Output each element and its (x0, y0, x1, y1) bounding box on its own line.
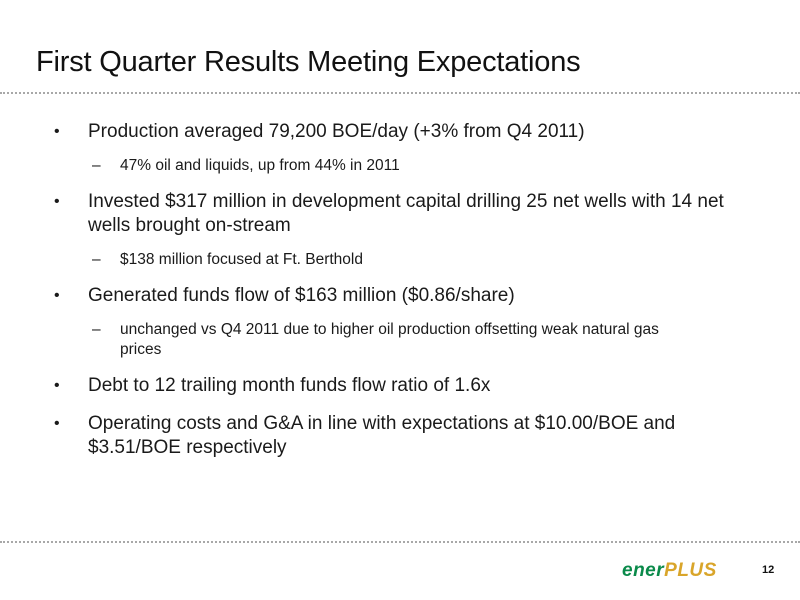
title-divider (0, 92, 800, 94)
page-number: 12 (762, 564, 775, 576)
bullet-marker: • (54, 193, 60, 210)
bullet-text: Invested $317 million in development cap… (88, 191, 724, 236)
bullet-marker: • (54, 377, 60, 394)
sub-bullet-marker: – (92, 251, 101, 268)
sub-bullet-item: – unchanged vs Q4 2011 due to higher oil… (92, 320, 732, 360)
sub-bullet-item: – $138 million focused at Ft. Berthold (92, 250, 732, 270)
sub-bullet-text: $138 million focused at Ft. Berthold (120, 251, 363, 268)
bullet-text: Debt to 12 trailing month funds flow rat… (88, 375, 491, 396)
sub-bullet-item: – 47% oil and liquids, up from 44% in 20… (92, 156, 732, 176)
bullet-marker: • (54, 415, 60, 432)
logo-text-plus: PLUS (664, 560, 717, 581)
sub-bullet-marker: – (92, 321, 101, 338)
slide-title: First Quarter Results Meeting Expectatio… (36, 46, 581, 78)
bullet-item: • Generated funds flow of $163 million (… (52, 284, 732, 308)
bullet-item: • Operating costs and G&A in line with e… (52, 412, 732, 460)
enerplus-logo: enerPLUS (622, 560, 717, 582)
logo-text-ener: ener (622, 560, 665, 581)
sub-bullet-text: unchanged vs Q4 2011 due to higher oil p… (120, 321, 659, 358)
footer-divider (0, 541, 800, 543)
bullet-text: Production averaged 79,200 BOE/day (+3% … (88, 121, 585, 142)
bullet-item: • Production averaged 79,200 BOE/day (+3… (52, 120, 732, 144)
bullet-item: • Debt to 12 trailing month funds flow r… (52, 374, 732, 398)
bullet-marker: • (54, 123, 60, 140)
bullet-text: Generated funds flow of $163 million ($0… (88, 285, 515, 306)
bullet-item: • Invested $317 million in development c… (52, 190, 732, 238)
bullet-marker: • (54, 287, 60, 304)
bullet-list: • Production averaged 79,200 BOE/day (+3… (52, 120, 732, 474)
sub-bullet-text: 47% oil and liquids, up from 44% in 2011 (120, 157, 400, 174)
bullet-text: Operating costs and G&A in line with exp… (88, 413, 676, 458)
sub-bullet-marker: – (92, 157, 101, 174)
